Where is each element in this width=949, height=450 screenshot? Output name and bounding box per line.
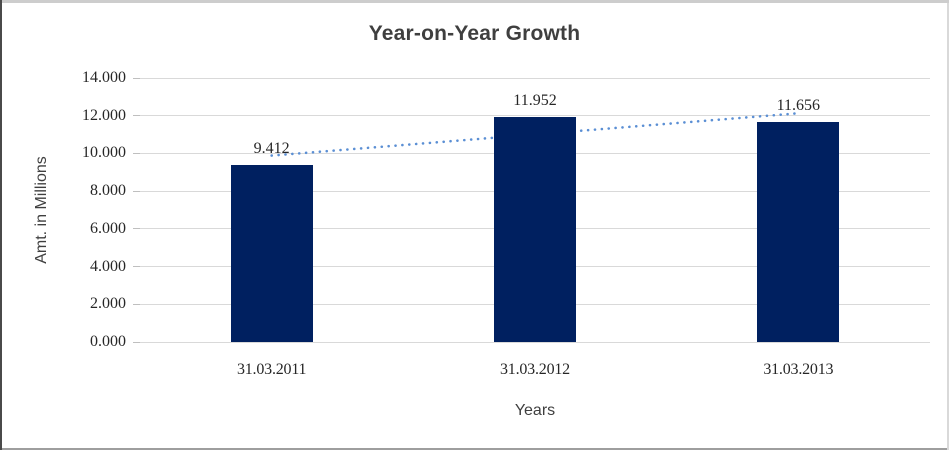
gridline [140,115,930,117]
gridline [140,341,930,343]
y-axis-tick [133,152,140,154]
y-axis-tick [133,303,140,305]
y-axis-tick [133,228,140,230]
x-axis-title: Years [514,402,556,419]
y-axis-tick-label: 12.000 [82,106,126,124]
data-label: 11.656 [776,97,821,115]
bar-31.03.2013 [757,122,840,342]
gridline [140,77,930,79]
y-axis-tick [133,115,140,117]
y-axis-tick-label: 4.000 [90,257,126,275]
data-label: 11.952 [513,91,557,109]
x-axis-tick-label: 31.03.2012 [499,361,570,378]
bar-31.03.2012 [494,116,576,342]
y-axis-tick [133,266,140,268]
y-axis-tick-label: 0.000 [90,333,126,350]
data-label: 9.412 [253,139,290,157]
y-axis-tick [133,190,140,192]
x-axis-tick-label: 31.03.2013 [763,361,834,378]
bar-31.03.2011 [230,164,313,342]
y-axis-tick-label: 14.000 [82,69,126,86]
y-axis-tick-label: 8.000 [90,182,126,200]
x-axis-tick-label: 31.03.2011 [236,361,307,378]
y-axis-tick [133,341,140,343]
y-axis-tick-label: 10.000 [82,144,126,162]
y-axis-tick-label: 2.000 [90,295,126,313]
chart-title: Year-on-Year Growth [368,22,581,45]
y-axis-tick [133,77,140,79]
y-axis-tick-label: 6.000 [90,219,126,237]
